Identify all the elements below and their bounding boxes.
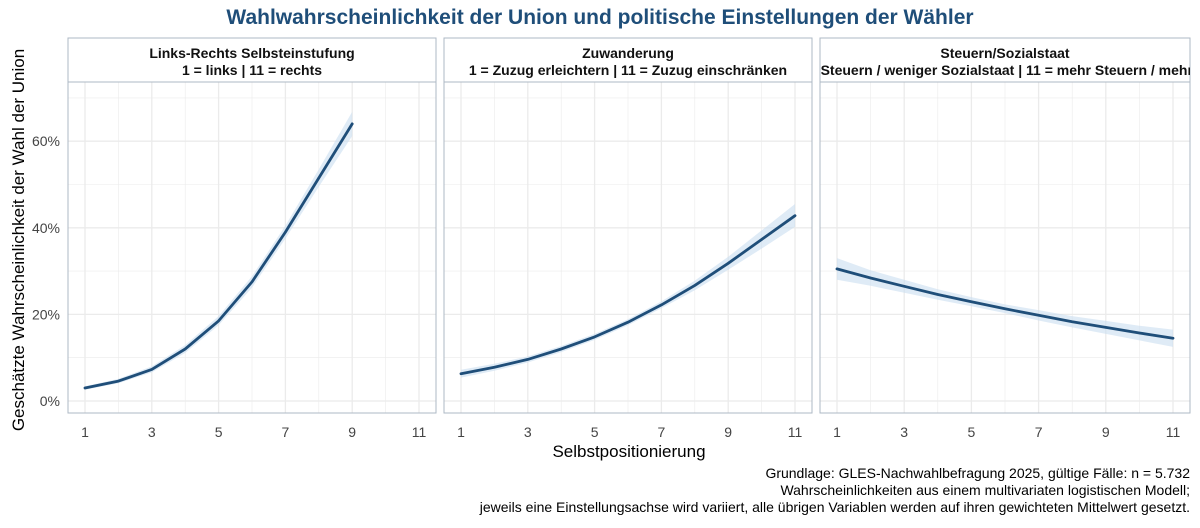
panel-border bbox=[443, 37, 813, 414]
x-tick-label: 11 bbox=[788, 424, 803, 440]
panel-title-line1: Links-Rechts Selbsteinstufung bbox=[149, 45, 354, 61]
panel-grid bbox=[820, 82, 1190, 413]
panel-title-line2: 1 = weniger Steuern / weniger Sozialstaa… bbox=[740, 62, 1200, 78]
x-tick-label: 7 bbox=[1035, 424, 1043, 440]
x-tick-label: 3 bbox=[900, 424, 908, 440]
data-point bbox=[117, 379, 120, 383]
panel-title-line1: Zuwanderung bbox=[582, 45, 674, 61]
y-tick-label: 60% bbox=[32, 133, 60, 149]
panel-title-line2: 1 = Zuzug erleichtern | 11 = Zuzug einsc… bbox=[469, 62, 787, 78]
data-point bbox=[150, 368, 153, 371]
data-point bbox=[351, 122, 354, 126]
data-point bbox=[936, 293, 939, 296]
data-point bbox=[869, 276, 872, 280]
data-point bbox=[660, 303, 663, 307]
x-tick-label: 3 bbox=[148, 424, 156, 440]
data-point bbox=[1003, 307, 1007, 310]
data-point bbox=[835, 267, 839, 271]
data-point bbox=[493, 366, 496, 369]
x-tick-label: 7 bbox=[282, 424, 290, 440]
x-axis-label: Selbstpositionierung bbox=[552, 442, 705, 461]
x-tick-label: 11 bbox=[1166, 424, 1181, 440]
x-tick-label: 9 bbox=[348, 424, 356, 440]
x-tick-label: 5 bbox=[968, 424, 976, 440]
data-point bbox=[284, 230, 287, 234]
data-point bbox=[1071, 320, 1074, 323]
data-point bbox=[727, 262, 730, 265]
y-axis-label: Geschätzte Wahrscheinlichkeit der Wahl d… bbox=[9, 49, 28, 431]
y-tick-label: 40% bbox=[32, 220, 60, 236]
caption-line-2: Wahrscheinlichkeiten aus einem multivari… bbox=[780, 482, 1190, 498]
data-point bbox=[83, 386, 87, 390]
data-point bbox=[970, 300, 973, 304]
panel-grid bbox=[68, 82, 436, 413]
data-point bbox=[1037, 314, 1040, 317]
caption-line-1: Grundlage: GLES-Nachwahlbefragung 2025, … bbox=[765, 465, 1190, 481]
data-point bbox=[526, 358, 529, 361]
panel-title-line2: 1 = links | 11 = rechts bbox=[182, 62, 322, 78]
chart-title: Wahlwahrscheinlichkeit der Union und pol… bbox=[226, 6, 973, 29]
data-point bbox=[459, 372, 463, 375]
data-point bbox=[250, 280, 254, 284]
data-point bbox=[693, 284, 696, 287]
caption-line-3: jeweils eine Einstellungsachse wird vari… bbox=[479, 499, 1190, 515]
data-point bbox=[793, 214, 797, 217]
y-tick-label: 0% bbox=[40, 393, 60, 409]
x-tick-label: 5 bbox=[591, 424, 599, 440]
y-tick-label: 20% bbox=[32, 306, 60, 322]
x-tick-label: 9 bbox=[1102, 424, 1110, 440]
panel-title-line1: Steuern/Sozialstaat bbox=[940, 45, 1069, 61]
data-point bbox=[317, 176, 320, 180]
data-point bbox=[760, 238, 763, 241]
x-tick-label: 3 bbox=[524, 424, 532, 440]
data-point bbox=[1171, 337, 1175, 340]
data-point bbox=[184, 347, 187, 351]
data-point bbox=[560, 347, 563, 351]
data-point bbox=[593, 335, 596, 339]
data-point bbox=[903, 285, 906, 288]
data-point bbox=[1104, 326, 1108, 329]
data-point bbox=[217, 319, 220, 323]
data-point bbox=[626, 320, 630, 324]
x-tick-label: 1 bbox=[81, 424, 89, 440]
panel-border bbox=[67, 37, 437, 414]
panel-grid bbox=[444, 82, 812, 413]
data-point bbox=[1138, 331, 1141, 335]
x-tick-label: 9 bbox=[724, 424, 732, 440]
x-tick-label: 7 bbox=[658, 424, 666, 440]
x-tick-label: 1 bbox=[833, 424, 841, 440]
x-tick-label: 11 bbox=[412, 424, 427, 440]
x-tick-label: 1 bbox=[457, 424, 465, 440]
x-tick-label: 5 bbox=[215, 424, 223, 440]
panel-border bbox=[819, 37, 1191, 414]
